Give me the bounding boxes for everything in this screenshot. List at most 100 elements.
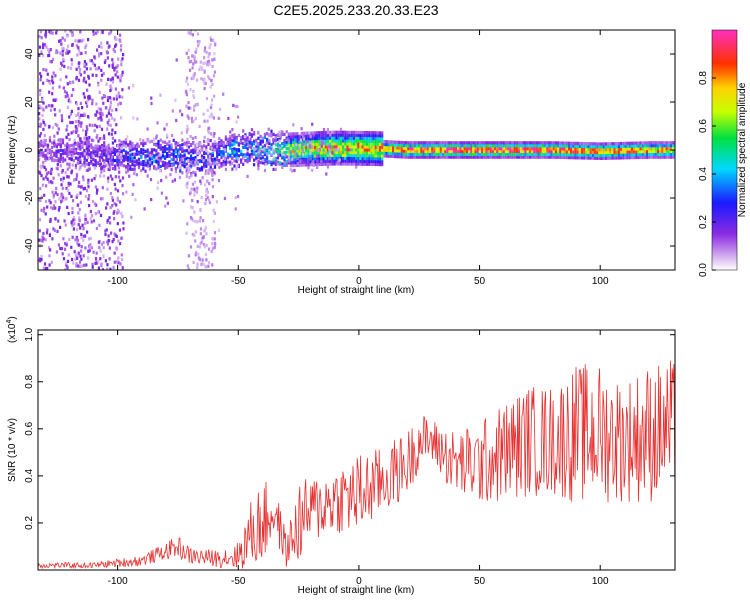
heatmap-cell xyxy=(309,137,312,141)
heatmap-cell xyxy=(251,155,254,159)
heatmap-cell xyxy=(448,149,451,153)
heatmap-cell xyxy=(48,90,51,94)
heatmap-cell xyxy=(346,156,349,160)
heatmap-cell xyxy=(155,143,158,147)
heatmap-cell xyxy=(38,229,41,233)
heatmap-cell xyxy=(212,74,216,78)
heatmap-cell xyxy=(223,155,226,159)
heatmap-cell xyxy=(199,60,202,64)
heatmap-cell xyxy=(161,146,164,150)
heatmap-cell xyxy=(622,150,625,154)
heatmap-cell xyxy=(292,138,295,142)
heatmap-cell xyxy=(513,152,516,156)
heatmap-cell xyxy=(650,149,653,153)
heatmap-cell xyxy=(122,143,125,147)
heatmap-cell xyxy=(92,219,96,223)
heatmap-cell xyxy=(285,163,288,167)
heatmap-cell xyxy=(42,266,45,270)
heatmap-cell xyxy=(309,160,312,164)
heatmap-cell xyxy=(178,175,181,180)
heatmap-cell xyxy=(600,145,603,149)
heatmap-cell xyxy=(246,136,249,140)
heatmap-cell xyxy=(278,132,281,136)
heatmap-cell xyxy=(294,155,297,159)
heatmap-cell xyxy=(263,169,266,173)
heatmap-cell xyxy=(308,131,311,135)
heatmap-cell xyxy=(459,155,462,159)
heatmap-cell xyxy=(90,151,93,155)
heatmap-cell xyxy=(617,156,620,160)
heatmap-cell xyxy=(131,147,134,152)
heatmap-cell xyxy=(213,94,216,98)
heatmap-cell xyxy=(561,153,564,157)
heatmap-cell xyxy=(400,149,403,153)
heatmap-cell xyxy=(183,154,186,158)
heatmap-cell xyxy=(513,147,516,151)
heatmap-cell xyxy=(576,156,579,160)
heatmap-cell xyxy=(300,146,303,150)
heatmap-cell xyxy=(342,159,345,163)
heatmap-cell xyxy=(210,103,213,107)
heatmap-cell xyxy=(111,151,114,155)
heatmap-cell xyxy=(620,153,623,157)
heatmap-cell xyxy=(192,151,195,155)
heatmap-cell xyxy=(208,201,211,205)
heatmap-cell xyxy=(52,193,55,197)
heatmap-cell xyxy=(77,141,80,145)
heatmap-cell xyxy=(613,150,616,154)
heatmap-cell xyxy=(604,156,607,160)
heatmap-cell xyxy=(441,149,445,153)
heatmap-cell xyxy=(459,149,462,153)
heatmap-cell xyxy=(207,129,210,133)
heatmap-cell xyxy=(259,142,262,146)
heatmap-cell xyxy=(398,152,401,156)
heatmap-cell xyxy=(253,147,256,151)
heatmap-cell xyxy=(113,260,116,264)
heatmap-cell xyxy=(298,149,301,153)
heatmap-cell xyxy=(394,155,397,159)
heatmap-cell xyxy=(494,147,497,151)
heatmap-cell xyxy=(622,147,625,151)
heatmap-cell xyxy=(47,246,51,250)
heatmap-cell xyxy=(407,144,410,148)
heatmap-cell xyxy=(280,130,283,134)
heatmap-cell xyxy=(259,134,262,138)
heatmap-cell xyxy=(669,141,673,145)
heatmap-cell xyxy=(270,143,273,147)
heatmap-cell xyxy=(103,169,106,173)
heatmap-cell xyxy=(339,148,343,152)
heatmap-cell xyxy=(216,154,219,158)
heatmap-cell xyxy=(272,158,275,162)
heatmap-cell xyxy=(203,69,206,73)
heatmap-cell xyxy=(331,130,334,134)
heatmap-cell xyxy=(100,170,103,174)
heatmap-cell xyxy=(522,144,525,148)
heatmap-cell xyxy=(420,152,423,156)
heatmap-cell xyxy=(98,155,101,159)
heatmap-cell xyxy=(326,145,329,149)
heatmap-cell xyxy=(287,149,290,153)
heatmap-cell xyxy=(574,147,577,151)
heatmap-cell xyxy=(115,234,118,238)
heatmap-cell xyxy=(114,175,117,179)
heatmap-cell xyxy=(357,151,360,155)
heatmap-cell xyxy=(307,134,310,138)
heatmap-cell xyxy=(54,206,57,210)
heatmap-cell xyxy=(68,115,71,119)
heatmap-cell xyxy=(511,141,514,145)
heatmap-cell xyxy=(52,176,55,180)
heatmap-cell xyxy=(311,157,314,161)
heatmap-cell xyxy=(222,160,225,164)
heatmap-cell xyxy=(509,144,512,148)
heatmap-cell xyxy=(665,144,668,148)
heatmap-cell xyxy=(151,152,154,156)
heatmap-cell xyxy=(174,147,177,151)
heatmap-cell xyxy=(77,152,80,156)
heatmap-cell xyxy=(468,144,471,148)
heatmap-cell xyxy=(659,147,662,151)
heatmap-cell xyxy=(161,163,164,167)
heatmap-cell xyxy=(45,184,48,188)
heatmap-cell xyxy=(107,146,110,150)
heatmap-cell xyxy=(392,154,395,158)
heatmap-cell xyxy=(335,139,338,143)
